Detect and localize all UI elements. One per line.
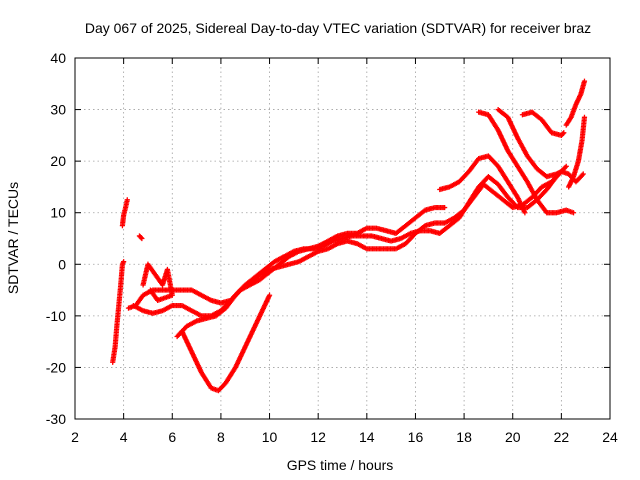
data-point: [139, 235, 145, 242]
series-track-i: [476, 109, 577, 216]
data-point: [581, 78, 588, 84]
data-point: [124, 197, 130, 203]
series-track-m: [566, 114, 588, 190]
series-track-d: [125, 204, 448, 311]
data-point: [121, 259, 127, 265]
series-track-a: [110, 259, 127, 365]
x-tick-label: 2: [71, 429, 79, 445]
y-tick-label: 20: [50, 153, 66, 169]
grid-lines: [75, 58, 610, 419]
plot-frame: [74, 57, 611, 420]
data-point: [266, 292, 273, 298]
x-tick-label: 18: [456, 429, 472, 445]
y-tick-label: 0: [58, 256, 66, 272]
series-track-n: [140, 261, 175, 303]
x-tick-label: 10: [262, 429, 278, 445]
series-track-e: [130, 168, 586, 319]
y-tick-label: 10: [50, 205, 66, 221]
series-track-j: [495, 106, 564, 180]
series-track-l: [563, 78, 588, 128]
x-tick-label: 6: [168, 429, 176, 445]
data-point: [138, 235, 144, 241]
y-tick-labels: -30 -20 -10 0 10 20 30 40: [46, 50, 66, 427]
data-points: [110, 78, 588, 394]
series-track-k: [519, 109, 567, 138]
data-point: [522, 210, 528, 216]
y-tick-label: 30: [50, 102, 66, 118]
x-tick-label: 12: [310, 429, 326, 445]
series-track-b: [119, 197, 130, 229]
data-point: [561, 130, 567, 136]
y-tick-label: -10: [46, 308, 66, 324]
y-tick-label: 40: [50, 50, 66, 66]
data-point: [570, 210, 577, 216]
x-tick-label: 16: [408, 429, 424, 445]
series-track-f: [174, 163, 569, 340]
y-tick-label: -30: [46, 411, 66, 427]
x-tick-label: 14: [359, 429, 375, 445]
axis-ticks: [74, 57, 611, 420]
x-tick-label: 4: [120, 429, 128, 445]
series-track-h: [437, 153, 528, 216]
x-tick-label: 8: [217, 429, 225, 445]
y-tick-label: -20: [46, 359, 66, 375]
x-axis-title: GPS time / hours: [287, 457, 394, 473]
series-track-g: [179, 292, 273, 394]
data-point: [442, 204, 448, 211]
data-point: [581, 114, 588, 120]
x-tick-label: 22: [554, 429, 570, 445]
y-axis-title: SDTVAR / TECUs: [5, 182, 21, 294]
data-point: [580, 171, 586, 177]
data-point: [563, 163, 569, 169]
data-point: [147, 287, 153, 293]
chart-title: Day 067 of 2025, Sidereal Day-to-day VTE…: [85, 20, 591, 36]
x-tick-label: 24: [602, 429, 618, 445]
data-point: [558, 168, 564, 175]
series-track-c: [136, 233, 145, 242]
data-point: [560, 131, 566, 137]
x-tick-labels: 2 4 6 8 10 12 14 16 18 20 22 24: [71, 429, 618, 445]
x-tick-label: 20: [505, 429, 521, 445]
